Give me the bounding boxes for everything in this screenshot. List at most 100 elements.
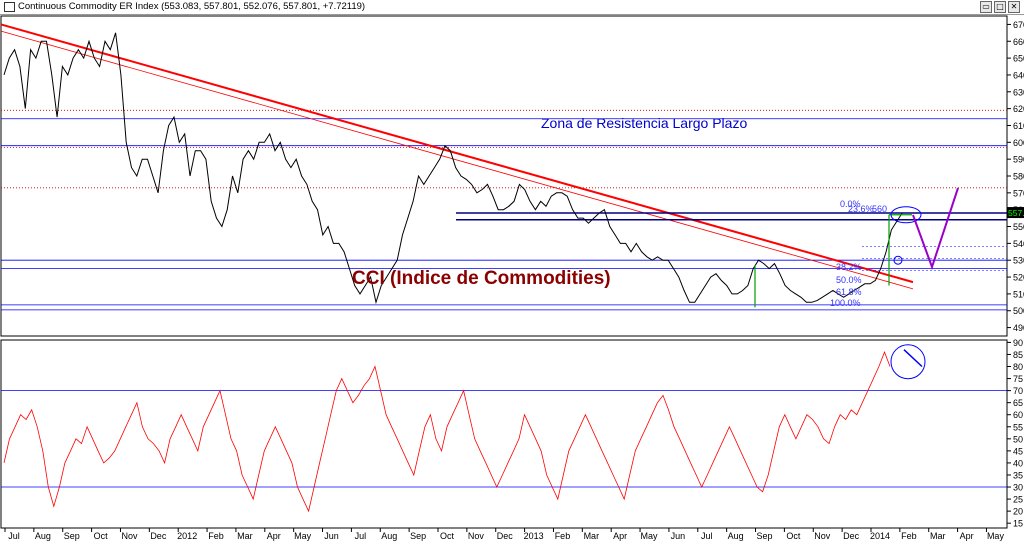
x-axis-label: 2013: [524, 531, 544, 541]
x-axis-label: Dec: [843, 531, 860, 541]
window-title-name: Continuous Commodity ER Index: [18, 1, 159, 12]
x-axis-label: Mar: [930, 531, 946, 541]
x-axis-label: Aug: [381, 531, 397, 541]
x-axis-label: Nov: [468, 531, 485, 541]
trendline-upper: [0, 23, 914, 284]
x-axis-label: Apr: [267, 531, 281, 541]
fib-label-236: 23.6%: [848, 204, 874, 214]
price-y-tick-label: 490: [1013, 323, 1024, 333]
price-y-tick-label: 520: [1013, 273, 1024, 283]
x-axis-label: May: [641, 531, 659, 541]
price-panel-frame: [0, 15, 1008, 337]
price-top-circle: [890, 206, 922, 224]
price-y-tick-label: 620: [1013, 104, 1024, 114]
fib-label-560: 560: [872, 204, 887, 214]
price-y-tick-label: 600: [1013, 138, 1024, 148]
oscillator-y-tick-label: 35: [1013, 470, 1023, 480]
x-axis-label: Jun: [671, 531, 686, 541]
x-axis-label: Oct: [440, 531, 455, 541]
x-axis-label: Oct: [94, 531, 109, 541]
oscillator-y-tick-label: 25: [1013, 495, 1023, 505]
oscillator-y-tick-label: 90: [1013, 338, 1023, 348]
x-axis-label: Sep: [410, 531, 426, 541]
price-y-tick-label: 530: [1013, 256, 1024, 266]
close-button[interactable]: ✕: [1008, 1, 1020, 13]
window-title-ohlc: (553.083, 557.801, 552.076, 557.801, +7.…: [161, 1, 366, 12]
last-price-label: 557.80: [1008, 208, 1024, 218]
x-axis-label: Feb: [208, 531, 224, 541]
x-axis-label: May: [987, 531, 1005, 541]
maximize-button[interactable]: □: [994, 1, 1006, 13]
oscillator-y-tick-label: 60: [1013, 410, 1023, 420]
x-axis-label: Sep: [757, 531, 773, 541]
price-y-tick-label: 610: [1013, 121, 1024, 131]
price-y-tick-label: 660: [1013, 37, 1024, 47]
oscillator-circle: [890, 344, 926, 380]
x-axis-label: Sep: [64, 531, 80, 541]
oscillator-y-tick-label: 15: [1013, 519, 1023, 529]
x-axis-label: Dec: [150, 531, 167, 541]
x-axis-label: Apr: [613, 531, 627, 541]
x-axis-label: Aug: [35, 531, 51, 541]
oscillator-y-tick-label: 85: [1013, 350, 1023, 360]
oscillator-y-tick-label: 70: [1013, 386, 1023, 396]
fib-label-500: 50.0%: [836, 275, 862, 285]
x-axis-label: Jul: [355, 531, 367, 541]
price-y-tick-label: 540: [1013, 239, 1024, 249]
window-titlebar: Continuous Commodity ER Index (553.083, …: [0, 0, 1024, 15]
window-controls: ▭ □ ✕: [980, 1, 1020, 13]
oscillator-y-tick-label: 80: [1013, 362, 1023, 372]
x-axis-label: Oct: [786, 531, 801, 541]
price-y-tick-label: 590: [1013, 155, 1024, 165]
oscillator-y-tick-label: 55: [1013, 422, 1023, 432]
fib-label-618: 61.8%: [836, 287, 862, 297]
oscillator-y-tick-label: 50: [1013, 434, 1023, 444]
price-y-tick-label: 570: [1013, 188, 1024, 198]
trendline-lower: [0, 30, 914, 290]
price-series-line: [3, 32, 903, 305]
x-axis-label: 2014: [870, 531, 890, 541]
oscillator-series-line: [3, 350, 891, 513]
fib-label-382: 38.2%: [836, 262, 862, 272]
price-y-tick-label: 510: [1013, 289, 1024, 299]
oscillator-y-tick-label: 20: [1013, 507, 1023, 517]
x-axis-label: Feb: [555, 531, 571, 541]
chart-window-icon: [4, 2, 15, 12]
forecast-path: [912, 187, 959, 271]
price-y-tick-label: 550: [1013, 222, 1024, 232]
fib-label-0: 0.0%: [840, 199, 861, 209]
x-axis-label: Jun: [324, 531, 339, 541]
x-axis-label: Feb: [901, 531, 917, 541]
zone-label: Zona de Resistencia Largo Plazo: [541, 115, 747, 131]
x-axis-label: Apr: [960, 531, 974, 541]
last-price-box: [1007, 207, 1024, 219]
oscillator-y-tick-label: 30: [1013, 483, 1023, 493]
price-y-tick-label: 580: [1013, 172, 1024, 182]
x-axis-label: Dec: [497, 531, 514, 541]
x-axis-label: Jul: [8, 531, 20, 541]
x-axis-label: May: [294, 531, 312, 541]
x-axis-label: Mar: [237, 531, 253, 541]
x-axis-label: Nov: [121, 531, 138, 541]
oscillator-y-tick-label: 75: [1013, 374, 1023, 384]
oscillator-y-tick-label: 45: [1013, 446, 1023, 456]
oscillator-y-tick-label: 65: [1013, 398, 1023, 408]
price-y-tick-label: 640: [1013, 70, 1024, 80]
price-y-tick-label: 630: [1013, 87, 1024, 97]
price-y-tick-label: 500: [1013, 306, 1024, 316]
x-axis-label: 2012: [177, 531, 197, 541]
oscillator-divergence-line: [903, 349, 923, 368]
x-axis-label: Aug: [728, 531, 744, 541]
oscillator-panel-frame: [0, 339, 1008, 529]
fib-label-1000: 100.0%: [830, 298, 861, 308]
price-small-circle: [893, 255, 903, 265]
x-axis-label: Mar: [584, 531, 600, 541]
oscillator-y-tick-label: 40: [1013, 458, 1023, 468]
chart-main-title: CCI (Indice de Commodities): [352, 268, 611, 289]
price-y-tick-label: 670: [1013, 20, 1024, 30]
x-axis-label: Nov: [814, 531, 831, 541]
minimize-button[interactable]: ▭: [980, 1, 992, 13]
window-title: Continuous Commodity ER Index (553.083, …: [18, 1, 365, 12]
price-y-tick-label: 650: [1013, 54, 1024, 64]
